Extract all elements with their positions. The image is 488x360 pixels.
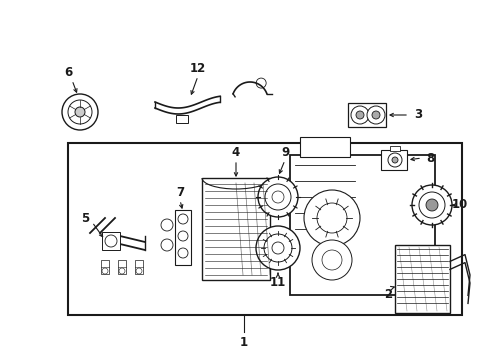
Circle shape bbox=[75, 107, 85, 117]
Circle shape bbox=[62, 94, 98, 130]
Circle shape bbox=[271, 242, 284, 254]
Circle shape bbox=[271, 191, 284, 203]
Circle shape bbox=[387, 153, 401, 167]
Circle shape bbox=[119, 268, 125, 274]
Circle shape bbox=[311, 240, 351, 280]
Text: 8: 8 bbox=[425, 152, 433, 165]
Bar bbox=[202, 178, 269, 280]
Bar bbox=[347, 103, 385, 127]
Text: 11: 11 bbox=[269, 276, 285, 289]
Text: 2: 2 bbox=[383, 288, 391, 302]
Circle shape bbox=[321, 250, 341, 270]
Circle shape bbox=[391, 157, 397, 163]
Circle shape bbox=[136, 268, 142, 274]
Circle shape bbox=[264, 234, 291, 262]
Bar bbox=[68, 143, 461, 315]
Text: 6: 6 bbox=[64, 66, 72, 78]
Bar bbox=[299, 137, 349, 157]
Text: 10: 10 bbox=[451, 198, 467, 211]
Text: 1: 1 bbox=[240, 336, 247, 348]
Circle shape bbox=[418, 192, 444, 218]
Text: 3: 3 bbox=[413, 108, 421, 122]
Circle shape bbox=[304, 190, 359, 246]
Circle shape bbox=[102, 268, 108, 274]
Bar bbox=[380, 150, 406, 170]
Circle shape bbox=[316, 203, 346, 233]
Bar bbox=[176, 115, 187, 123]
Circle shape bbox=[366, 106, 384, 124]
Bar bbox=[135, 260, 142, 274]
Circle shape bbox=[350, 106, 368, 124]
Circle shape bbox=[371, 111, 379, 119]
Bar bbox=[102, 232, 120, 250]
Bar bbox=[101, 260, 109, 274]
Text: 12: 12 bbox=[189, 62, 206, 75]
Circle shape bbox=[68, 100, 92, 124]
Circle shape bbox=[425, 199, 437, 211]
Text: 4: 4 bbox=[231, 145, 240, 158]
Text: 7: 7 bbox=[176, 185, 183, 198]
Circle shape bbox=[355, 111, 363, 119]
Bar bbox=[175, 210, 191, 265]
Circle shape bbox=[264, 184, 290, 210]
Bar bbox=[394, 245, 449, 313]
Bar bbox=[289, 155, 434, 295]
Bar bbox=[118, 260, 126, 274]
Bar bbox=[389, 146, 399, 151]
Circle shape bbox=[256, 226, 299, 270]
Circle shape bbox=[411, 185, 451, 225]
Circle shape bbox=[258, 177, 297, 217]
Text: 9: 9 bbox=[280, 145, 288, 158]
Text: 5: 5 bbox=[81, 211, 89, 225]
